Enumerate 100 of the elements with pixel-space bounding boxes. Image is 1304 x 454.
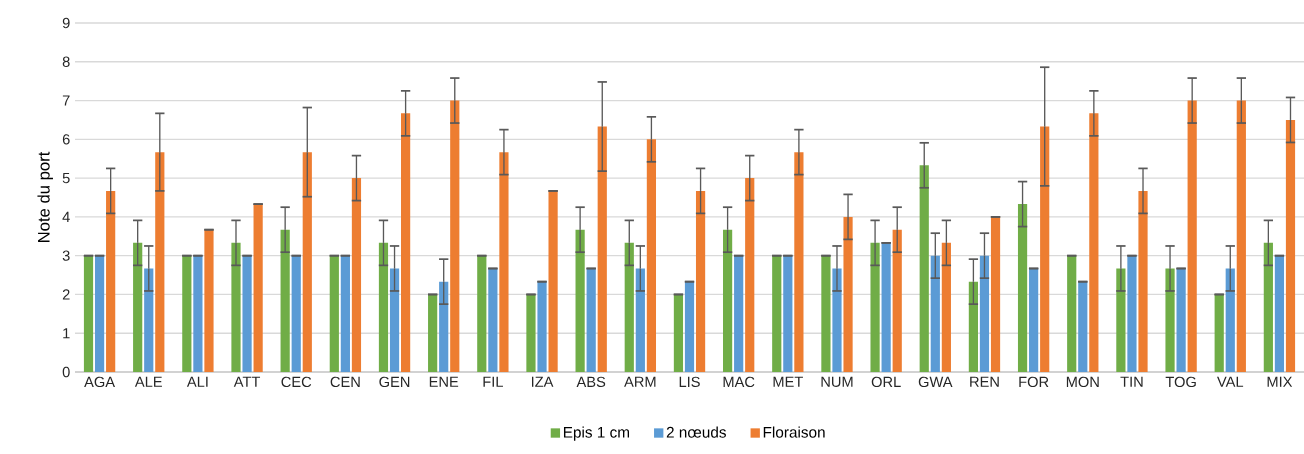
bar	[941, 242, 951, 372]
bar	[106, 190, 116, 372]
x-tick-label: FOR	[1019, 376, 1049, 388]
bar	[1176, 268, 1186, 372]
bar	[291, 255, 301, 372]
bar	[182, 255, 192, 372]
x-tick-label: FIL	[483, 376, 503, 387]
y-tick-label: 2	[62, 289, 70, 300]
bar	[734, 255, 744, 372]
x-tick-label: MAC	[723, 376, 755, 388]
bar	[597, 126, 607, 372]
bar	[646, 139, 657, 372]
bar	[253, 204, 263, 372]
bar	[968, 281, 978, 372]
bar	[1029, 268, 1039, 372]
bar	[340, 255, 350, 372]
bar	[892, 229, 902, 372]
bar	[302, 152, 312, 372]
bar	[1089, 113, 1099, 372]
bar	[450, 100, 460, 372]
y-tick-label: 6	[62, 134, 70, 145]
x-tick-label: IZA	[531, 376, 554, 387]
bar	[1285, 119, 1296, 372]
bar	[832, 268, 842, 372]
bar	[586, 268, 596, 372]
bar	[378, 242, 389, 372]
bar	[83, 255, 94, 372]
bar	[537, 281, 547, 372]
bar	[772, 255, 782, 372]
x-tick-label: VAL	[1217, 376, 1244, 387]
x-tick-label: CEN	[330, 376, 360, 388]
bar	[548, 190, 558, 372]
y-tick-label: 0	[62, 366, 70, 378]
bar	[401, 113, 411, 372]
y-tick-label: 1	[63, 328, 70, 339]
bar	[624, 242, 634, 372]
bar	[428, 294, 438, 372]
x-tick-label: ENE	[429, 376, 459, 387]
bar	[821, 255, 831, 372]
bar	[329, 255, 339, 372]
bar	[1078, 281, 1088, 372]
bar	[930, 255, 940, 372]
x-tick-label: GEN	[379, 376, 410, 388]
bar	[723, 229, 733, 372]
bar	[231, 242, 241, 372]
x-tick-label: AGA	[84, 376, 116, 388]
bar	[155, 152, 165, 372]
bar	[695, 190, 706, 372]
x-tick-label: TIN	[1120, 376, 1143, 387]
x-tick-label: REN	[970, 376, 999, 387]
legend-label: Epis 1 cm	[563, 426, 629, 441]
y-tick-label: 8	[62, 56, 70, 67]
legend-label: 2 nœuds	[666, 426, 726, 438]
bar	[1017, 204, 1028, 372]
x-tick-label: MON	[1066, 376, 1099, 388]
x-tick-label: TOG	[1165, 376, 1196, 388]
bar	[1138, 190, 1148, 372]
bar	[1116, 268, 1126, 372]
bar	[488, 268, 498, 372]
bar	[990, 216, 1001, 372]
y-axis-title: Note du port	[37, 151, 53, 242]
legend-label: Floraison	[763, 426, 825, 438]
bar	[242, 255, 252, 372]
bar	[526, 294, 536, 372]
y-tick-label: 3	[62, 250, 70, 261]
y-tick-label: 9	[62, 17, 70, 29]
bar	[94, 255, 105, 372]
bar	[1127, 255, 1137, 372]
bar	[673, 294, 684, 372]
bar	[1236, 100, 1246, 372]
y-tick-label: 5	[62, 173, 70, 184]
bar	[193, 255, 203, 372]
bar	[870, 242, 880, 372]
x-tick-label: NUM	[821, 376, 853, 387]
bar	[843, 216, 853, 372]
x-tick-label: ARM	[624, 376, 656, 387]
bar	[351, 178, 362, 372]
bar	[280, 229, 290, 372]
bar	[477, 255, 487, 372]
bar	[1214, 294, 1224, 372]
bar	[1040, 126, 1050, 372]
bar	[1165, 268, 1175, 372]
x-tick-label: GWA	[918, 376, 953, 388]
x-tick-label: MET	[773, 376, 803, 387]
x-tick-label: CEC	[281, 376, 312, 388]
bar	[684, 281, 695, 372]
bar	[1263, 242, 1273, 372]
bar	[204, 229, 214, 372]
x-tick-label: ORL	[871, 376, 901, 388]
bar	[144, 268, 154, 372]
bar	[881, 242, 891, 372]
y-tick-label: 4	[62, 211, 70, 222]
bar	[794, 152, 804, 372]
x-tick-label: ALE	[134, 376, 162, 387]
bar	[389, 268, 400, 372]
x-tick-label: LIS	[679, 376, 700, 388]
bar	[1067, 255, 1077, 372]
bar	[1187, 100, 1197, 372]
bar	[745, 178, 755, 372]
bar	[575, 229, 585, 372]
